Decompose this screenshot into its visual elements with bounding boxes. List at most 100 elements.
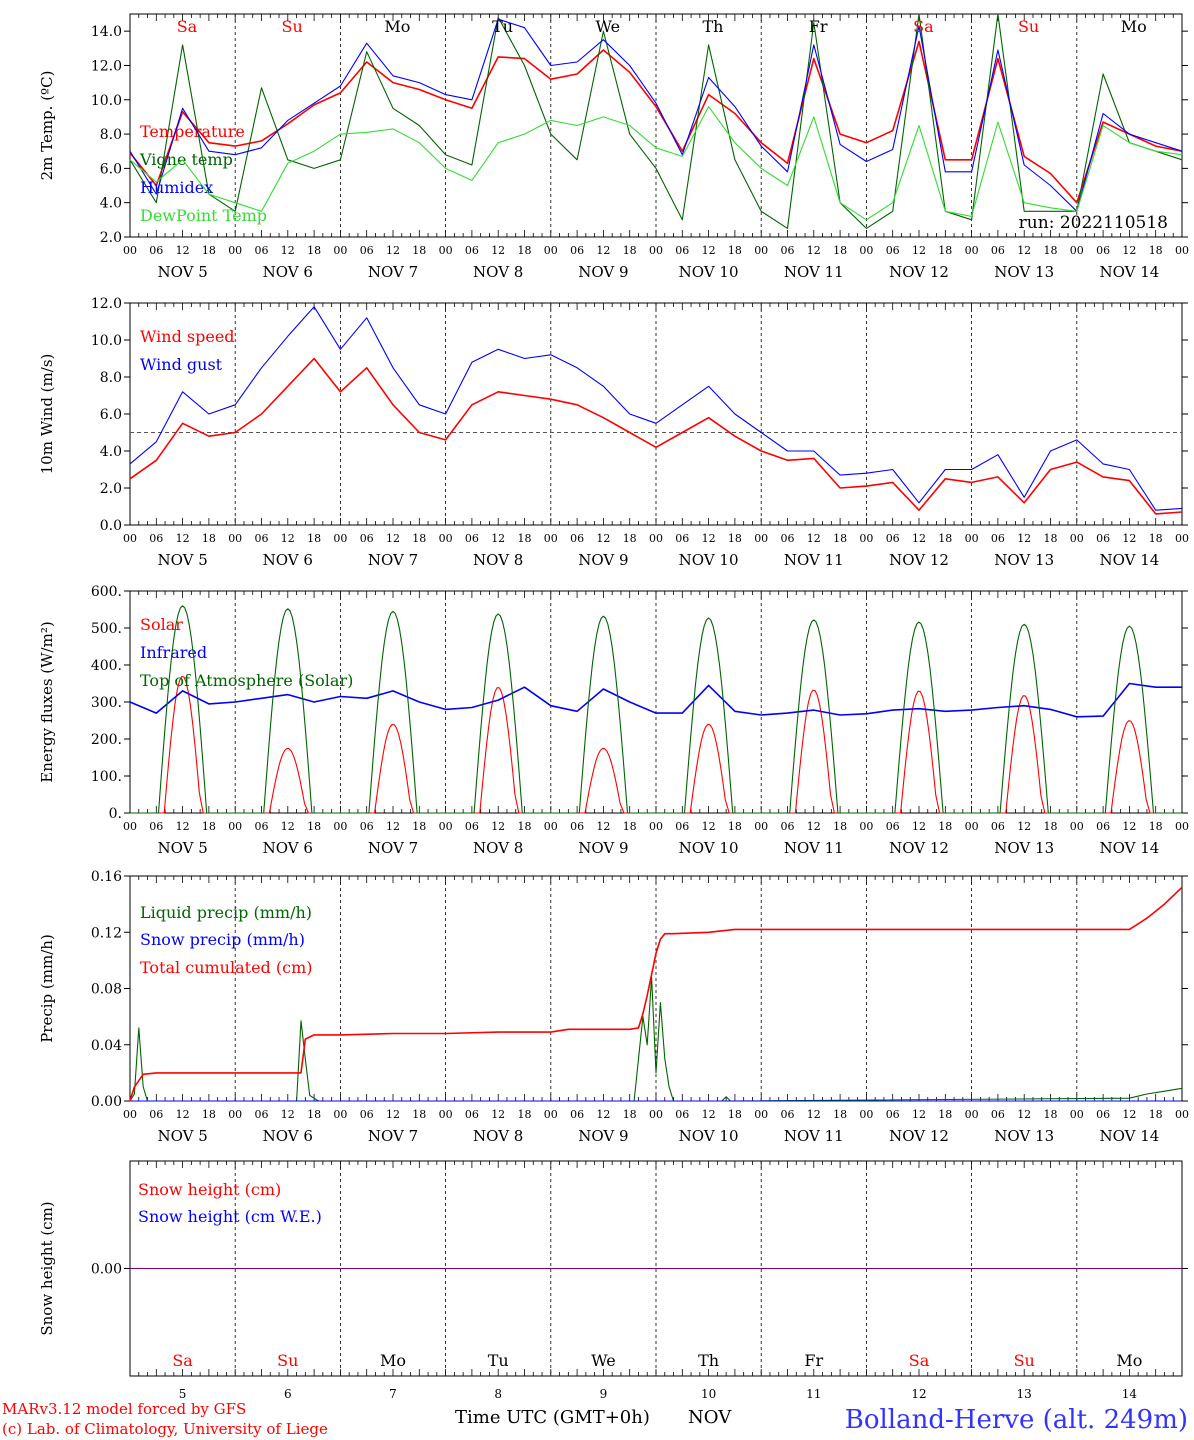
- hour-tick-label: 00: [649, 1108, 663, 1121]
- date-label: NOV 8: [473, 551, 523, 569]
- weekday-label: Sa: [177, 17, 198, 36]
- hour-tick-label: 06: [465, 820, 479, 833]
- hour-tick-label: 18: [833, 1108, 847, 1121]
- day-number-label: 7: [389, 1387, 397, 1401]
- date-label: NOV 9: [578, 839, 628, 857]
- y-tick-label: 300.: [91, 695, 122, 711]
- hour-tick-label: 00: [1175, 244, 1189, 257]
- hour-tick-label: 06: [149, 532, 163, 545]
- weekday-label: Mo: [380, 1351, 406, 1370]
- hour-tick-label: 00: [544, 820, 558, 833]
- hour-tick-label: 06: [570, 532, 584, 545]
- hour-tick-label: 12: [1017, 532, 1031, 545]
- date-label: NOV 9: [578, 551, 628, 569]
- hour-tick-label: 18: [728, 532, 742, 545]
- hour-tick-label: 12: [386, 1108, 400, 1121]
- y-axis-label: Precip (mm/h): [38, 934, 56, 1043]
- hour-tick-label: 12: [596, 1108, 610, 1121]
- hour-tick-label: 00: [965, 532, 979, 545]
- date-label: NOV 12: [889, 839, 949, 857]
- hour-tick-label: 00: [333, 244, 347, 257]
- series-line: [129, 682, 1182, 718]
- hour-tick-label: 12: [702, 244, 716, 257]
- weekday-label: Mo: [384, 17, 410, 36]
- hour-tick-label: 06: [360, 1108, 374, 1121]
- panel-4: 0.00 0.04 0.08 0.12 0.16 Precip (mm/h) Liquid …: [38, 869, 1189, 1145]
- weekday-label: We: [591, 1351, 616, 1370]
- y-tick-label: 2.0: [100, 230, 122, 246]
- hour-tick-label: 06: [255, 820, 269, 833]
- hour-tick-label: 06: [675, 532, 689, 545]
- hour-tick-label: 12: [807, 1108, 821, 1121]
- hour-tick-label: 06: [991, 820, 1005, 833]
- date-label: NOV 14: [1099, 839, 1159, 857]
- weekday-label: Sa: [913, 17, 934, 36]
- hour-tick-label: 18: [412, 244, 426, 257]
- hour-tick-label: 12: [386, 244, 400, 257]
- hour-tick-label: 18: [623, 820, 637, 833]
- hour-tick-label: 00: [649, 532, 663, 545]
- hour-tick-label: 00: [123, 532, 137, 545]
- hour-tick-label: 00: [544, 244, 558, 257]
- hour-tick-label: 18: [938, 820, 952, 833]
- hour-tick-label: 00: [333, 1108, 347, 1121]
- weekday-label: Sa: [909, 1351, 930, 1370]
- hour-tick-label: 18: [623, 532, 637, 545]
- series-line: [129, 40, 1183, 204]
- hour-tick-label: 18: [1149, 244, 1163, 257]
- hour-tick-label: 06: [570, 1108, 584, 1121]
- y-axis-label: 2m Temp. (ºC): [38, 71, 56, 181]
- date-label: NOV 13: [994, 1127, 1054, 1145]
- hour-tick-label: 18: [938, 244, 952, 257]
- legend-entry: Wind speed: [140, 327, 235, 346]
- hour-tick-label: 18: [728, 1108, 742, 1121]
- weekday-label: Su: [1014, 1351, 1035, 1370]
- date-label: NOV 11: [784, 551, 844, 569]
- hour-tick-label: 06: [255, 1108, 269, 1121]
- hour-tick-label: 12: [702, 1108, 716, 1121]
- hour-tick-label: 18: [833, 820, 847, 833]
- legend-entry: Humidex: [140, 178, 213, 197]
- hour-tick-label: 00: [1070, 1108, 1084, 1121]
- y-tick-label: 14.0: [91, 24, 122, 40]
- weekday-label: We: [595, 17, 620, 36]
- hour-tick-label: 06: [675, 820, 689, 833]
- legend-entry: Top of Atmosphere (Solar): [140, 671, 353, 690]
- date-label: NOV 13: [994, 263, 1054, 281]
- hour-tick-label: 18: [1044, 532, 1058, 545]
- hour-tick-label: 00: [1070, 820, 1084, 833]
- hour-tick-label: 12: [912, 532, 926, 545]
- legend-entry: Total cumulated (cm): [140, 958, 312, 977]
- legend-entry: Vigne temp: [139, 150, 233, 169]
- y-tick-label: 2.0: [100, 481, 122, 497]
- date-label: NOV 8: [473, 1127, 523, 1145]
- hour-tick-label: 12: [491, 820, 505, 833]
- y-tick-label: 6.0: [100, 407, 122, 423]
- date-label: NOV 6: [263, 839, 313, 857]
- hour-tick-label: 00: [228, 244, 242, 257]
- hour-tick-label: 18: [623, 1108, 637, 1121]
- y-tick-label: 0.16: [91, 869, 122, 885]
- hour-tick-label: 12: [281, 820, 295, 833]
- legend-entry: Snow precip (mm/h): [140, 930, 305, 949]
- hour-tick-label: 18: [412, 532, 426, 545]
- legend-entry: DewPoint Temp: [140, 206, 267, 225]
- hour-tick-label: 06: [1096, 532, 1110, 545]
- hour-tick-label: 00: [1175, 532, 1189, 545]
- legend-entry: Snow height (cm W.E.): [138, 1207, 322, 1226]
- y-axis-label: Snow height (cm): [38, 1201, 56, 1335]
- hour-tick-label: 18: [1044, 244, 1058, 257]
- hour-tick-label: 00: [859, 244, 873, 257]
- y-tick-label: 12.0: [91, 58, 122, 74]
- hour-tick-label: 18: [307, 820, 321, 833]
- hour-tick-label: 00: [1175, 1108, 1189, 1121]
- date-label: NOV 12: [889, 1127, 949, 1145]
- hour-tick-label: 12: [912, 1108, 926, 1121]
- hour-tick-label: 18: [518, 820, 532, 833]
- panel-3: 0. 100. 200. 300. 400. 500. 600. Energy fluxes …: [38, 584, 1189, 857]
- hour-tick-label: 12: [912, 244, 926, 257]
- hour-tick-label: 12: [1122, 820, 1136, 833]
- hour-tick-label: 12: [491, 532, 505, 545]
- y-tick-label: 10.0: [91, 333, 122, 349]
- date-label: NOV 6: [263, 1127, 313, 1145]
